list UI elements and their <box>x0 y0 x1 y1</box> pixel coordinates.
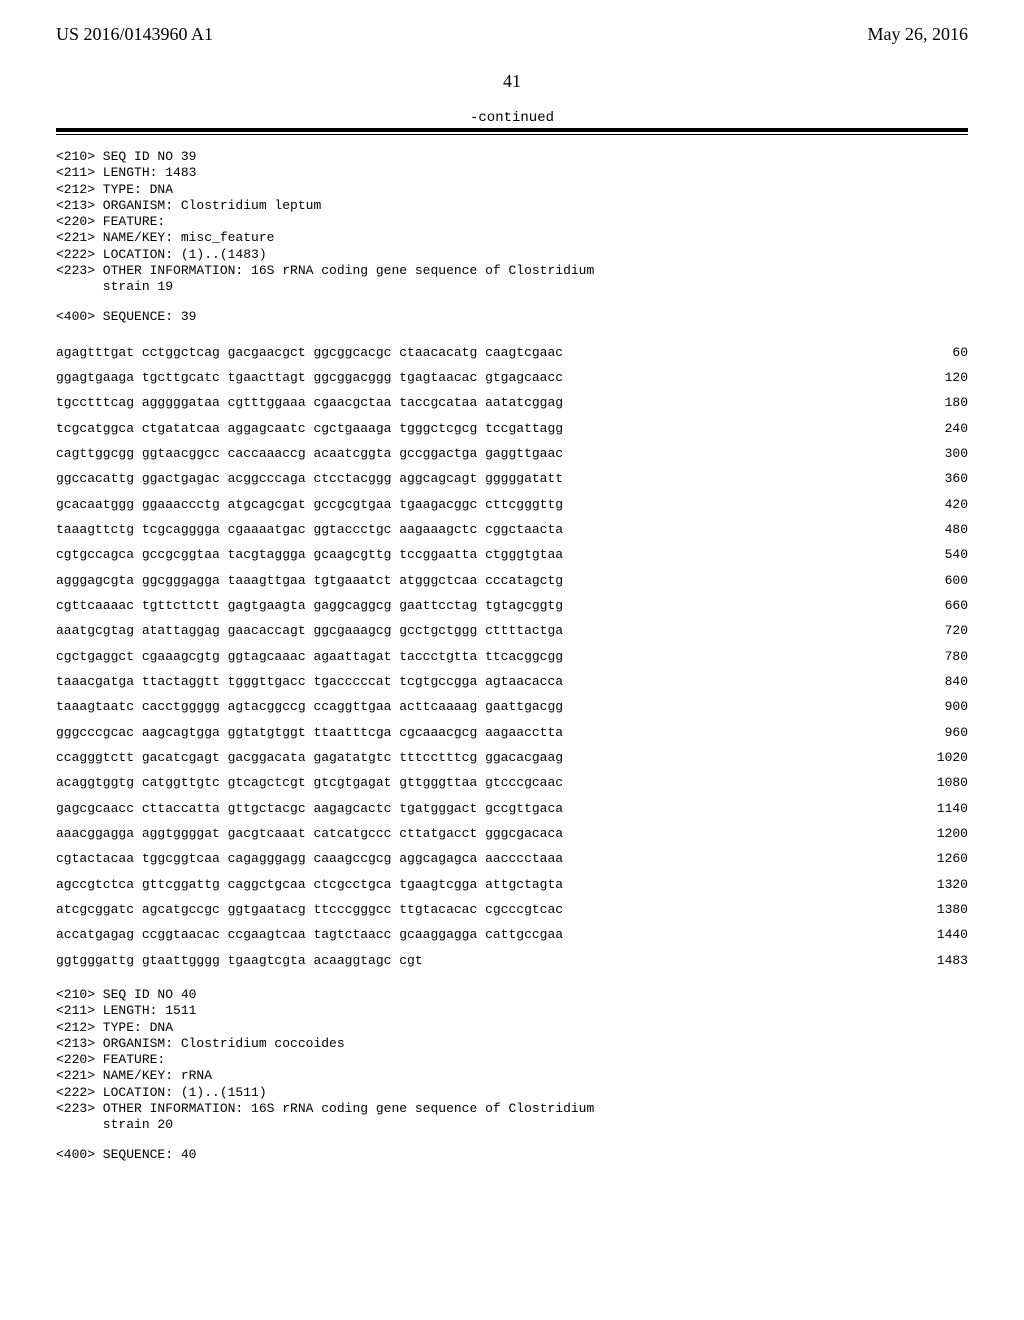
sequence-text: cgttcaaaac tgttcttctt gagtgaagta gaggcag… <box>56 593 563 618</box>
sequence-row: gagcgcaacc cttaccatta gttgctacgc aagagca… <box>56 796 968 821</box>
sequence-position: 1440 <box>904 922 968 947</box>
sequence-row: cgtactacaa tggcggtcaa cagagggagg caaagcc… <box>56 846 968 871</box>
divider-thick <box>56 128 968 132</box>
sequence-text: accatgagag ccggtaacac ccgaagtcaa tagtcta… <box>56 922 563 947</box>
sequence-position: 780 <box>904 644 968 669</box>
sequence-row: taaagtaatc cacctggggg agtacggccg ccaggtt… <box>56 694 968 719</box>
sequence-position: 1020 <box>904 745 968 770</box>
sequence-position: 300 <box>904 441 968 466</box>
sequence-text: tgcctttcag agggggataa cgtttggaaa cgaacgc… <box>56 390 563 415</box>
sequence-row: agagtttgat cctggctcag gacgaacgct ggcggca… <box>56 340 968 365</box>
sequence-position: 960 <box>904 720 968 745</box>
sequence-text: agccgtctca gttcggattg caggctgcaa ctcgcct… <box>56 872 563 897</box>
sequence-row: gggcccgcac aagcagtgga ggtatgtggt ttaattt… <box>56 720 968 745</box>
sequence-row: acaggtggtg catggttgtc gtcagctcgt gtcgtga… <box>56 770 968 795</box>
sequence-text: gggcccgcac aagcagtgga ggtatgtggt ttaattt… <box>56 720 563 745</box>
sequence-block-39: agagtttgat cctggctcag gacgaacgct ggcggca… <box>56 340 968 974</box>
sequence-text: gcacaatggg ggaaaccctg atgcagcgat gccgcgt… <box>56 492 563 517</box>
sequence-row: cagttggcgg ggtaacggcc caccaaaccg acaatcg… <box>56 441 968 466</box>
sequence-row: tgcctttcag agggggataa cgtttggaaa cgaacgc… <box>56 390 968 415</box>
sequence-label-40: <400> SEQUENCE: 40 <box>56 1147 968 1163</box>
sequence-row: ggccacattg ggactgagac acggcccaga ctcctac… <box>56 466 968 491</box>
sequence-position: 900 <box>904 694 968 719</box>
sequence-position: 240 <box>904 416 968 441</box>
sequence-position: 1380 <box>904 897 968 922</box>
sequence-text: atcgcggatc agcatgccgc ggtgaatacg ttcccgg… <box>56 897 563 922</box>
sequence-row: agggagcgta ggcgggagga taaagttgaa tgtgaaa… <box>56 568 968 593</box>
publication-number: US 2016/0143960 A1 <box>56 24 213 45</box>
sequence-text: aaatgcgtag atattaggag gaacaccagt ggcgaaa… <box>56 618 563 643</box>
sequence-position: 1320 <box>904 872 968 897</box>
sequence-position: 600 <box>904 568 968 593</box>
sequence-text: agggagcgta ggcgggagga taaagttgaa tgtgaaa… <box>56 568 563 593</box>
sequence-row: ggtgggattg gtaattgggg tgaagtcgta acaaggt… <box>56 948 968 973</box>
sequence-row: tcgcatggca ctgatatcaa aggagcaatc cgctgaa… <box>56 416 968 441</box>
sequence-position: 120 <box>904 365 968 390</box>
page: US 2016/0143960 A1 May 26, 2016 41 -cont… <box>0 0 1024 1204</box>
sequence-position: 1140 <box>904 796 968 821</box>
sequence-row: gcacaatggg ggaaaccctg atgcagcgat gccgcgt… <box>56 492 968 517</box>
divider-thin <box>56 134 968 135</box>
sequence-position: 1483 <box>904 948 968 973</box>
sequence-text: cgtgccagca gccgcggtaa tacgtaggga gcaagcg… <box>56 542 563 567</box>
sequence-text: taaacgatga ttactaggtt tgggttgacc tgacccc… <box>56 669 563 694</box>
sequence-text: cgtactacaa tggcggtcaa cagagggagg caaagcc… <box>56 846 563 871</box>
sequence-row: agccgtctca gttcggattg caggctgcaa ctcgcct… <box>56 872 968 897</box>
sequence-text: ggtgggattg gtaattgggg tgaagtcgta acaaggt… <box>56 948 423 973</box>
sequence-row: taaacgatga ttactaggtt tgggttgacc tgacccc… <box>56 669 968 694</box>
publication-date: May 26, 2016 <box>868 24 969 45</box>
sequence-position: 1200 <box>904 821 968 846</box>
sequence-meta-39: <210> SEQ ID NO 39 <211> LENGTH: 1483 <2… <box>56 149 968 295</box>
sequence-position: 1080 <box>904 770 968 795</box>
sequence-text: taaagttctg tcgcagggga cgaaaatgac ggtaccc… <box>56 517 563 542</box>
sequence-row: cgtgccagca gccgcggtaa tacgtaggga gcaagcg… <box>56 542 968 567</box>
sequence-row: cgctgaggct cgaaagcgtg ggtagcaaac agaatta… <box>56 644 968 669</box>
sequence-text: ggccacattg ggactgagac acggcccaga ctcctac… <box>56 466 563 491</box>
sequence-text: acaggtggtg catggttgtc gtcagctcgt gtcgtga… <box>56 770 563 795</box>
sequence-text: gagcgcaacc cttaccatta gttgctacgc aagagca… <box>56 796 563 821</box>
sequence-row: aaatgcgtag atattaggag gaacaccagt ggcgaaa… <box>56 618 968 643</box>
sequence-position: 840 <box>904 669 968 694</box>
sequence-position: 360 <box>904 466 968 491</box>
sequence-row: taaagttctg tcgcagggga cgaaaatgac ggtaccc… <box>56 517 968 542</box>
sequence-row: ggagtgaaga tgcttgcatc tgaacttagt ggcggac… <box>56 365 968 390</box>
sequence-row: cgttcaaaac tgttcttctt gagtgaagta gaggcag… <box>56 593 968 618</box>
continued-label: -continued <box>56 110 968 126</box>
sequence-text: cagttggcgg ggtaacggcc caccaaaccg acaatcg… <box>56 441 563 466</box>
sequence-text: agagtttgat cctggctcag gacgaacgct ggcggca… <box>56 340 563 365</box>
sequence-position: 420 <box>904 492 968 517</box>
sequence-position: 720 <box>904 618 968 643</box>
sequence-position: 540 <box>904 542 968 567</box>
page-number: 41 <box>56 71 968 92</box>
sequence-position: 1260 <box>904 846 968 871</box>
sequence-position: 180 <box>904 390 968 415</box>
sequence-row: ccagggtctt gacatcgagt gacggacata gagatat… <box>56 745 968 770</box>
page-header: US 2016/0143960 A1 May 26, 2016 <box>56 24 968 45</box>
sequence-meta-40: <210> SEQ ID NO 40 <211> LENGTH: 1511 <2… <box>56 987 968 1133</box>
sequence-text: taaagtaatc cacctggggg agtacggccg ccaggtt… <box>56 694 563 719</box>
sequence-text: aaacggagga aggtggggat gacgtcaaat catcatg… <box>56 821 563 846</box>
sequence-text: cgctgaggct cgaaagcgtg ggtagcaaac agaatta… <box>56 644 563 669</box>
sequence-text: ccagggtctt gacatcgagt gacggacata gagatat… <box>56 745 563 770</box>
sequence-position: 60 <box>904 340 968 365</box>
sequence-row: atcgcggatc agcatgccgc ggtgaatacg ttcccgg… <box>56 897 968 922</box>
sequence-row: accatgagag ccggtaacac ccgaagtcaa tagtcta… <box>56 922 968 947</box>
sequence-row: aaacggagga aggtggggat gacgtcaaat catcatg… <box>56 821 968 846</box>
sequence-text: tcgcatggca ctgatatcaa aggagcaatc cgctgaa… <box>56 416 563 441</box>
sequence-label-39: <400> SEQUENCE: 39 <box>56 309 968 325</box>
sequence-text: ggagtgaaga tgcttgcatc tgaacttagt ggcggac… <box>56 365 563 390</box>
sequence-position: 480 <box>904 517 968 542</box>
sequence-position: 660 <box>904 593 968 618</box>
